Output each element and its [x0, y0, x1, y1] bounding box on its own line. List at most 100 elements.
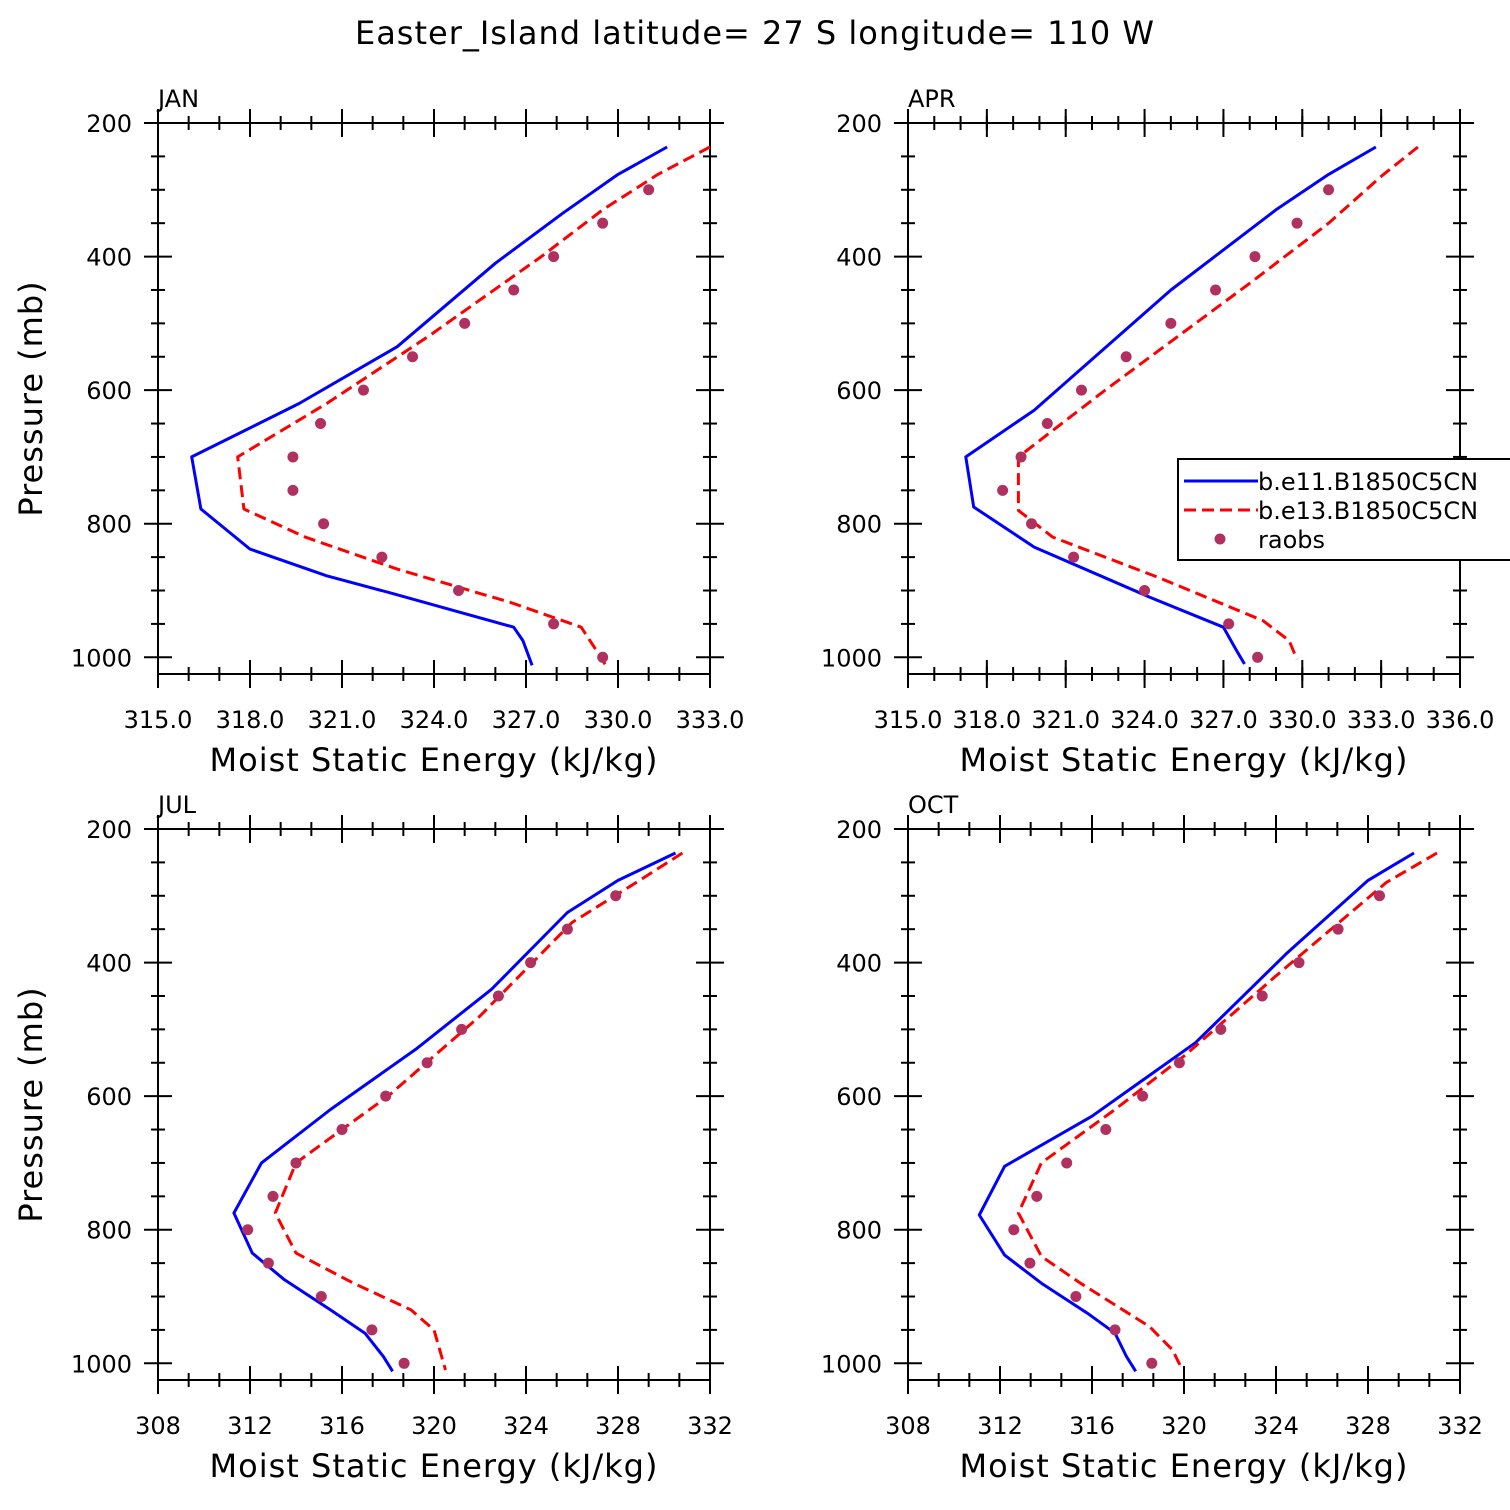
y-tick-label: 200 — [836, 816, 882, 844]
x-tick-label: 330.0 — [584, 706, 653, 734]
raobs-point — [407, 351, 419, 363]
series-line-b13 — [273, 851, 684, 1371]
x-tick-label: 308 — [135, 1412, 181, 1440]
legend-label: b.e13.B1850C5CN — [1258, 497, 1478, 525]
y-tick-label: 600 — [86, 377, 132, 405]
y-tick-label: 1000 — [821, 1350, 882, 1378]
x-tick-label: 324.0 — [1110, 706, 1179, 734]
raobs-point — [1041, 418, 1053, 430]
raobs-point — [315, 418, 327, 430]
x-tick-label: 324.0 — [400, 706, 469, 734]
raobs-point — [1100, 1124, 1112, 1136]
raobs-point — [456, 1023, 468, 1035]
raobs-point — [1165, 317, 1177, 329]
raobs-points — [997, 184, 1335, 663]
raobs-point — [1031, 1190, 1043, 1202]
y-tick-label: 400 — [86, 950, 132, 978]
raobs-point — [1252, 651, 1264, 663]
x-axis-title: Moist Static Energy (kJ/kg) — [210, 1447, 659, 1485]
y-tick-label: 600 — [86, 1083, 132, 1111]
raobs-point — [1139, 585, 1151, 597]
x-tick-label: 333.0 — [676, 706, 745, 734]
x-tick-label: 330.0 — [1268, 706, 1337, 734]
legend-label: b.e11.B1850C5CN — [1258, 468, 1478, 496]
y-tick-label: 1000 — [71, 1350, 132, 1378]
raobs-point — [508, 284, 520, 296]
raobs-point — [548, 618, 560, 630]
series-line-b13 — [1016, 145, 1419, 660]
raobs-point — [1215, 1023, 1227, 1035]
x-tick-label: 315.0 — [874, 706, 943, 734]
x-tick-label: 321.0 — [308, 706, 377, 734]
y-tick-label: 200 — [86, 816, 132, 844]
raobs-point — [398, 1357, 410, 1369]
x-tick-label: 315.0 — [124, 706, 193, 734]
raobs-point — [1374, 890, 1385, 902]
raobs-point — [290, 1157, 302, 1169]
raobs-point — [318, 518, 330, 530]
y-axis-title: Pressure (mb) — [12, 986, 50, 1222]
x-tick-label: 324 — [503, 1412, 549, 1440]
x-axis-title: Moist Static Energy (kJ/kg) — [960, 1447, 1409, 1485]
legend-marker-raobs — [1214, 533, 1226, 545]
x-tick-label: 312 — [227, 1412, 273, 1440]
y-axis-title: Pressure (mb) — [12, 280, 50, 516]
x-tick-label: 336.0 — [1426, 706, 1495, 734]
raobs-point — [492, 990, 504, 1002]
y-axis: 200 400 600 800 1000 — [71, 110, 724, 672]
x-tick-label: 318.0 — [952, 706, 1021, 734]
raobs-point — [1120, 351, 1132, 363]
plot-frame — [907, 122, 1461, 675]
raobs-point — [1070, 1291, 1082, 1303]
raobs-point — [525, 957, 537, 969]
legend-label: raobs — [1258, 526, 1325, 554]
panels: JAN 200 400 600 800 1000 315.0 318.0 321.0 324.0 3… — [12, 85, 1494, 1485]
raobs-point — [1109, 1324, 1121, 1336]
x-tick-label: 332 — [687, 1412, 733, 1440]
y-tick-label: 600 — [836, 377, 882, 405]
raobs-point — [453, 585, 465, 597]
x-tick-label: 316 — [319, 1412, 365, 1440]
raobs-point — [1008, 1224, 1020, 1236]
x-axis-title: Moist Static Energy (kJ/kg) — [960, 741, 1409, 779]
y-tick-label: 1000 — [821, 644, 882, 672]
plot-frame — [157, 828, 711, 1381]
x-tick-label: 308 — [885, 1412, 931, 1440]
y-axis: 200 400 600 800 1000 — [821, 816, 1474, 1378]
series-line-b11 — [232, 851, 677, 1373]
panel-label-oct: OCT — [908, 791, 959, 819]
raobs-point — [1068, 551, 1080, 563]
y-tick-label: 800 — [86, 511, 132, 539]
raobs-point — [421, 1057, 433, 1069]
x-axis: 315.0 318.0 321.0 324.0 327.0 330.0 333.0 336.0 — [874, 109, 1495, 734]
raobs-point — [1223, 618, 1235, 630]
raobs-point — [287, 451, 299, 463]
raobs-point — [262, 1257, 274, 1269]
panel-label-jul: JUL — [156, 791, 197, 819]
y-tick-label: 400 — [836, 244, 882, 272]
x-tick-label: 328 — [1345, 1412, 1391, 1440]
raobs-point — [1293, 957, 1305, 969]
x-tick-label: 318.0 — [216, 706, 285, 734]
figure-title: Easter_Island latitude= 27 S longitude= … — [355, 14, 1155, 52]
y-tick-label: 400 — [836, 950, 882, 978]
y-tick-label: 800 — [86, 1217, 132, 1245]
x-tick-label: 316 — [1069, 1412, 1115, 1440]
raobs-point — [1137, 1090, 1149, 1102]
raobs-point — [366, 1324, 378, 1336]
raobs-point — [287, 484, 299, 496]
x-axis: 308 312 316 320 324 328 332 — [135, 815, 733, 1440]
raobs-point — [357, 384, 369, 396]
x-tick-label: 324 — [1253, 1412, 1299, 1440]
plot-frame — [157, 122, 711, 675]
raobs-point — [597, 651, 609, 663]
y-axis: 200 400 600 800 1000 — [71, 816, 724, 1378]
raobs-point — [376, 551, 388, 563]
series-line-b11 — [190, 145, 668, 666]
y-tick-label: 1000 — [71, 644, 132, 672]
x-axis: 308 312 316 320 324 328 332 — [885, 815, 1483, 1440]
panel-label-jan: JAN — [156, 85, 199, 113]
raobs-point — [1024, 1257, 1036, 1269]
